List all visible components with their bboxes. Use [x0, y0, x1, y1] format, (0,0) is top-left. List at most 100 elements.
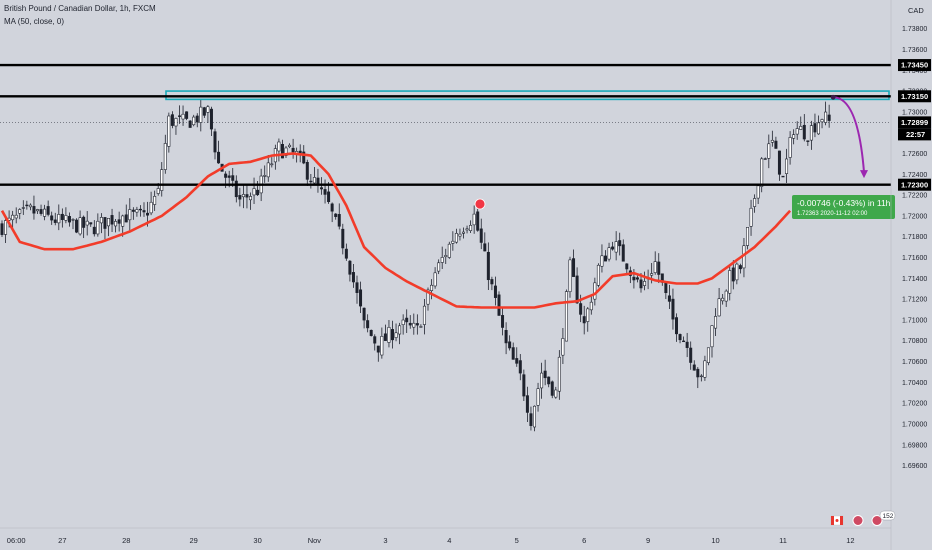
candle	[241, 184, 245, 209]
candle	[582, 305, 586, 335]
candle	[419, 324, 423, 328]
candle	[547, 376, 551, 388]
candle	[149, 191, 153, 216]
candle	[760, 157, 764, 193]
candle	[731, 260, 735, 290]
candle	[433, 267, 437, 289]
candle	[25, 200, 29, 210]
candle	[717, 287, 721, 317]
candle	[60, 208, 64, 228]
candle	[39, 204, 43, 216]
candle	[32, 195, 36, 220]
candle	[440, 246, 444, 269]
candle	[188, 120, 192, 128]
candle	[412, 313, 416, 335]
candle	[206, 105, 210, 123]
candle	[202, 106, 206, 118]
price-label-box	[898, 90, 931, 103]
candle	[209, 106, 213, 136]
uk-flag-icon-2[interactable]	[871, 515, 883, 526]
support-resistance-levels	[0, 63, 891, 186]
candle	[635, 275, 639, 283]
candle	[536, 382, 540, 412]
candle	[107, 218, 111, 237]
candle	[816, 115, 820, 135]
candle	[813, 113, 817, 138]
candle	[696, 367, 700, 389]
candle	[667, 284, 671, 310]
candle	[714, 308, 718, 336]
candle	[479, 218, 483, 250]
time-axis[interactable]: 06:00 27 28 29 30 Nov 3 4 5 6 9 10 11 12	[0, 527, 891, 545]
candle	[71, 218, 75, 230]
candle	[213, 128, 217, 160]
candle	[170, 111, 174, 129]
x-tick-label: 06:00	[7, 536, 26, 545]
y-tick-label: 1.73600	[902, 47, 927, 54]
y-tick-label: 1.71200	[902, 297, 927, 304]
candle	[504, 322, 508, 355]
candle	[422, 298, 426, 335]
candle	[589, 294, 593, 315]
price-label-box	[898, 178, 931, 191]
candle	[43, 204, 47, 221]
candle	[128, 198, 132, 231]
y-tick-label: 1.72200	[902, 193, 927, 200]
candle	[57, 204, 61, 231]
symbol-title[interactable]: British Pound / Canadian Dollar, 1h, FXC…	[4, 4, 156, 13]
candle	[728, 264, 732, 301]
candle	[373, 334, 377, 351]
candle	[550, 380, 554, 399]
events-count: 152	[883, 513, 894, 520]
candle	[67, 212, 71, 227]
candle	[461, 227, 465, 239]
candle	[263, 165, 267, 183]
y-tick-label: 1.71400	[902, 276, 927, 283]
current-price-label: 1.72899	[901, 118, 928, 127]
x-tick-labels: 06:00 27 28 29 30 Nov 3 4 5 6 9 10 11 12	[7, 536, 855, 545]
x-tick-label: 27	[58, 536, 66, 545]
measure-box[interactable]: -0.00746 (-0.43%) in 11h 1.72363 2020-11…	[792, 195, 895, 219]
candle	[738, 263, 742, 274]
candle	[543, 359, 547, 386]
candle	[785, 148, 789, 184]
candle	[497, 291, 501, 316]
canada-flag-icon[interactable]	[830, 515, 844, 526]
measure-detail: 1.72363 2020-11-12 02:00	[797, 211, 868, 217]
candle	[586, 307, 590, 332]
candles	[0, 99, 831, 432]
candle	[153, 190, 157, 211]
candle	[405, 309, 409, 333]
candle	[110, 208, 114, 232]
events-count-badge	[879, 510, 896, 521]
candle	[749, 199, 753, 236]
candle	[337, 203, 341, 230]
candle	[753, 194, 757, 213]
candle	[21, 200, 25, 215]
candle	[568, 256, 572, 298]
candle	[692, 360, 696, 371]
candle	[703, 355, 707, 381]
candle	[724, 289, 728, 307]
projection-arrow[interactable]	[833, 96, 865, 173]
indicator-title[interactable]: MA (50, close, 0)	[4, 17, 65, 26]
candle	[359, 281, 363, 313]
candle	[135, 206, 139, 217]
x-tick-label: 6	[582, 536, 586, 545]
event-icons[interactable]: 152	[830, 510, 896, 526]
candle	[437, 259, 441, 275]
candle	[181, 105, 185, 126]
price-axis[interactable]: CAD 1.69600 1.69800 1.70000 1.70200 1.70400 1…	[890, 0, 931, 550]
candle	[284, 146, 288, 158]
candle	[493, 276, 497, 306]
candle	[508, 335, 512, 351]
candle	[532, 405, 536, 432]
earnings-marker[interactable]	[474, 198, 486, 210]
candle	[575, 267, 579, 304]
candle	[458, 228, 462, 241]
x-tick-label: 29	[190, 536, 198, 545]
uk-flag-icon[interactable]	[852, 515, 864, 526]
candle	[249, 192, 253, 210]
